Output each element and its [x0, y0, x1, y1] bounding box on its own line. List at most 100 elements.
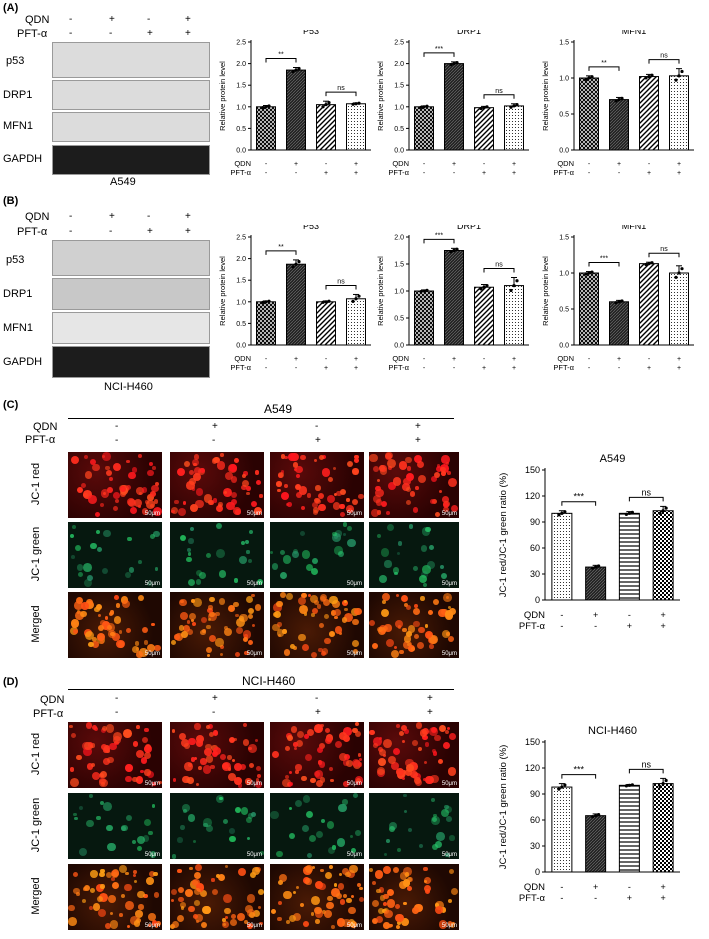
pft-sign: - — [295, 170, 298, 177]
cell-signal — [246, 486, 252, 492]
cell-signal — [224, 864, 229, 869]
data-point — [327, 100, 331, 105]
cell-signal — [376, 888, 381, 893]
data-point — [680, 69, 684, 74]
cell-signal — [412, 507, 419, 513]
qdn-sign: - — [423, 161, 426, 168]
cell-signal — [311, 613, 315, 617]
cell-signal — [131, 645, 140, 654]
cell-signal — [345, 871, 351, 877]
data-point — [664, 506, 668, 510]
data-point — [419, 105, 423, 109]
cell-signal — [278, 873, 287, 882]
cell-signal — [113, 595, 119, 601]
cell-signal — [186, 556, 192, 563]
cell-signal — [343, 781, 349, 787]
cell-signal — [152, 466, 156, 470]
cell-signal — [232, 506, 241, 515]
sign: + — [415, 421, 421, 432]
cell-signal — [187, 548, 192, 553]
chart-title: NCI-H460 — [588, 725, 637, 737]
qdn-label: QDN — [33, 421, 58, 433]
bar — [474, 107, 494, 151]
data-point — [590, 270, 594, 274]
cell-signal — [300, 454, 306, 461]
cell-signal — [235, 807, 241, 813]
cell-signal — [199, 890, 207, 898]
significance-label: ns — [660, 246, 668, 253]
cell-signal — [188, 477, 196, 485]
cell-signal — [340, 511, 346, 517]
cell-signal — [337, 550, 345, 558]
cell-signal — [195, 738, 204, 747]
blot-label-p53: p53 — [6, 254, 25, 266]
cell-signal — [420, 571, 428, 579]
qdn-label: QDN — [25, 14, 50, 26]
qdn-sign: - — [588, 161, 591, 168]
cell-signal — [86, 574, 94, 582]
cell-signal — [300, 506, 305, 511]
qdn-row-label: QDN — [392, 159, 409, 168]
data-point — [357, 101, 361, 105]
cell-signal — [419, 729, 428, 737]
cell-signal — [405, 456, 412, 463]
qdn-sign: - — [265, 161, 268, 168]
significance-label: ns — [495, 88, 503, 95]
qdn-sign: + — [452, 161, 456, 168]
cell-signal — [192, 459, 200, 467]
y-tick-label: 2.0 — [394, 234, 404, 241]
data-point — [677, 74, 681, 78]
cell-signal — [311, 501, 319, 509]
y-tick-label: 90 — [530, 789, 540, 799]
cell-signal — [420, 545, 428, 552]
qdn-sign: + — [452, 356, 456, 363]
cell-signal — [151, 782, 156, 787]
cell-signal — [125, 872, 129, 876]
cell-signal — [282, 778, 291, 788]
cell-signal — [248, 763, 254, 769]
cell-signal — [315, 830, 323, 839]
cell-signal — [144, 640, 149, 645]
cell-signal — [305, 563, 313, 571]
micrograph-green: 50μm — [369, 522, 459, 588]
cell-signal — [195, 579, 202, 586]
cell-signal — [90, 543, 97, 550]
y-axis-label: Relative protein level — [376, 61, 385, 131]
chart-a-p53: P53 0.0 0.5 1.0 1.5 2.0 2.5 Relative protein le… — [218, 30, 371, 177]
cell-signal — [224, 471, 234, 481]
cell-signal — [203, 494, 213, 503]
cell-signal — [149, 503, 155, 509]
cell-signal — [131, 839, 136, 844]
bar — [256, 106, 276, 151]
bar — [669, 272, 689, 346]
cell-signal — [211, 878, 215, 882]
western-blot-mfn1 — [52, 112, 210, 142]
data-point — [590, 75, 594, 79]
pft-label: PFT-α — [17, 226, 48, 238]
cell-signal — [414, 485, 419, 490]
cell-signal — [309, 834, 317, 842]
qdn-sign: + — [593, 882, 598, 892]
cell-signal — [88, 641, 94, 648]
qdn-row-label: QDN — [524, 610, 545, 621]
sign: - — [115, 435, 119, 446]
qdn-sign: + — [617, 161, 621, 168]
cell-signal — [124, 884, 132, 892]
cell-signal — [193, 467, 202, 475]
data-point — [354, 297, 358, 301]
data-point — [291, 70, 295, 74]
data-point — [630, 510, 634, 514]
significance-label: ns — [337, 85, 345, 92]
cell-signal — [255, 778, 260, 782]
cell-signal — [106, 824, 113, 831]
cell-signal — [108, 895, 116, 903]
cell-signal — [115, 499, 120, 504]
cell-signal — [397, 551, 401, 555]
cell-signal — [73, 628, 79, 634]
cell-signal — [128, 498, 137, 507]
cell-signal — [180, 906, 185, 910]
cell-signal — [238, 556, 247, 564]
cell-signal — [420, 596, 425, 601]
cell-signal — [252, 867, 260, 876]
qdn-sign: + — [354, 161, 358, 168]
